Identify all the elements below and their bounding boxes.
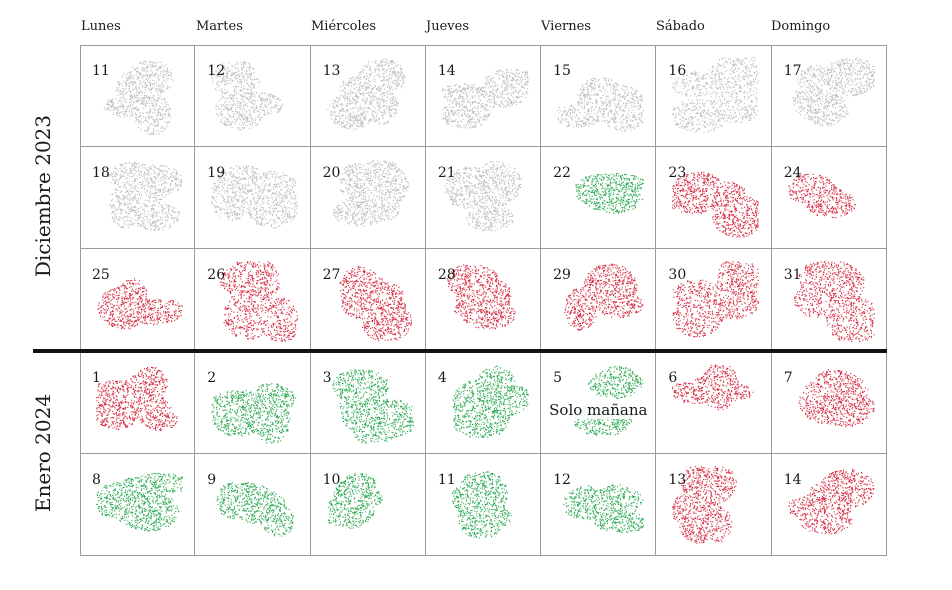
weekday-header-1: Martes (196, 19, 243, 34)
calendar-day-cell[interactable]: 10 (310, 453, 426, 556)
day-number: 28 (437, 267, 456, 284)
day-number: 24 (783, 165, 802, 182)
weekday-header-3: Jueves (426, 19, 469, 34)
day-number: 4 (437, 369, 447, 386)
day-number: 17 (783, 63, 802, 79)
day-number: 13 (322, 63, 341, 79)
calendar-day-cell[interactable]: 15 (541, 45, 657, 148)
day-number: 9 (207, 471, 217, 488)
calendar-day-cell[interactable]: 8 (80, 453, 196, 556)
calendar-day-cell[interactable]: 29 (541, 249, 657, 352)
calendar-day-cell[interactable]: 28 (425, 249, 542, 352)
day-number: 26 (207, 267, 226, 284)
day-number: 13 (668, 471, 687, 488)
calendar-day-cell[interactable]: 31 (771, 249, 887, 352)
day-number: 16 (668, 63, 687, 79)
calendar-day-cell[interactable]: 12 (195, 45, 311, 148)
weekday-header-0: Lunes (81, 19, 121, 34)
day-number: 30 (668, 267, 687, 284)
calendar-day-cell[interactable]: 11 (80, 45, 196, 148)
calendar-day-cell[interactable]: 20 (310, 147, 426, 250)
calendar-day-cell[interactable]: 18 (80, 147, 196, 250)
calendar-day-cell[interactable]: 27 (310, 249, 426, 352)
day-number: 2 (207, 369, 217, 386)
calendar-day-cell[interactable]: 1 (80, 351, 196, 454)
day-number: 22 (553, 165, 571, 182)
day-note-text: Solo mañana (547, 400, 650, 419)
weekday-header-6: Domingo (771, 19, 831, 34)
day-number: 5 (553, 369, 563, 386)
day-number: 29 (553, 267, 571, 284)
calendar-day-cell[interactable]: 17 (771, 45, 887, 148)
day-number: 23 (668, 165, 687, 182)
calendar-day-cell[interactable]: 3 (310, 351, 426, 454)
day-number: 31 (783, 267, 802, 284)
day-number: 27 (322, 267, 341, 284)
day-number: 1 (92, 369, 101, 386)
month-label-december: Diciembre 2023 (31, 114, 55, 278)
calendar-day-cell[interactable]: 11 (425, 453, 542, 556)
day-number: 6 (668, 369, 678, 386)
calendar-day-cell[interactable]: 12 (541, 453, 657, 556)
calendar-day-cell[interactable]: 23 (656, 147, 772, 250)
month-divider (33, 349, 887, 353)
day-number: 3 (322, 369, 332, 386)
calendar-day-cell[interactable]: 14 (771, 453, 887, 556)
day-number: 11 (437, 471, 456, 488)
day-number: 7 (783, 369, 793, 386)
calendar-day-cell[interactable]: 6 (656, 351, 772, 454)
day-number: 10 (322, 471, 341, 488)
weekday-header-2: Miércoles (311, 19, 377, 34)
day-number: 18 (92, 165, 110, 182)
day-number: 8 (92, 471, 101, 488)
day-number: 15 (553, 63, 571, 79)
weekday-header-4: Viernes (541, 19, 591, 34)
calendar-day-cell[interactable]: 5 Solo mañana (541, 351, 657, 454)
day-note: Solo mañana (541, 400, 655, 419)
calendar-day-cell[interactable]: 30 (656, 249, 772, 352)
day-number: 12 (553, 471, 571, 488)
day-number: 12 (207, 63, 226, 79)
calendar-day-cell[interactable]: 13 (656, 453, 772, 556)
calendar-day-cell[interactable]: 4 (425, 351, 542, 454)
calendar-day-cell[interactable]: 16 (656, 45, 772, 148)
calendar-day-cell[interactable]: 26 (195, 249, 311, 352)
day-number: 20 (322, 165, 341, 182)
calendar-day-cell[interactable]: 2 (195, 351, 311, 454)
calendar-day-cell[interactable]: 21 (425, 147, 542, 250)
calendar-day-cell[interactable]: 7 (771, 351, 887, 454)
calendar-day-cell[interactable]: 14 (425, 45, 542, 148)
day-number: 21 (437, 165, 456, 182)
day-number: 19 (207, 165, 226, 182)
day-number: 11 (92, 63, 110, 79)
day-number: 14 (437, 63, 456, 79)
month-label-january: Enero 2024 (31, 393, 55, 513)
calendar-grid: 11 12 13 14 15 16 17 18 19 20 21 22 23 24 25 26 27 28 29 30… (80, 45, 887, 556)
calendar-day-cell[interactable]: 24 (771, 147, 887, 250)
calendar-day-cell[interactable]: 19 (195, 147, 311, 250)
calendar-day-cell[interactable]: 22 (541, 147, 657, 250)
calendar-day-cell[interactable]: 9 (195, 453, 311, 556)
calendar-day-cell[interactable]: 13 (310, 45, 426, 148)
day-number: 25 (92, 267, 110, 284)
day-number: 14 (783, 471, 802, 488)
weekday-header-5: Sábado (656, 19, 705, 34)
calendar-day-cell[interactable]: 25 (80, 249, 196, 352)
